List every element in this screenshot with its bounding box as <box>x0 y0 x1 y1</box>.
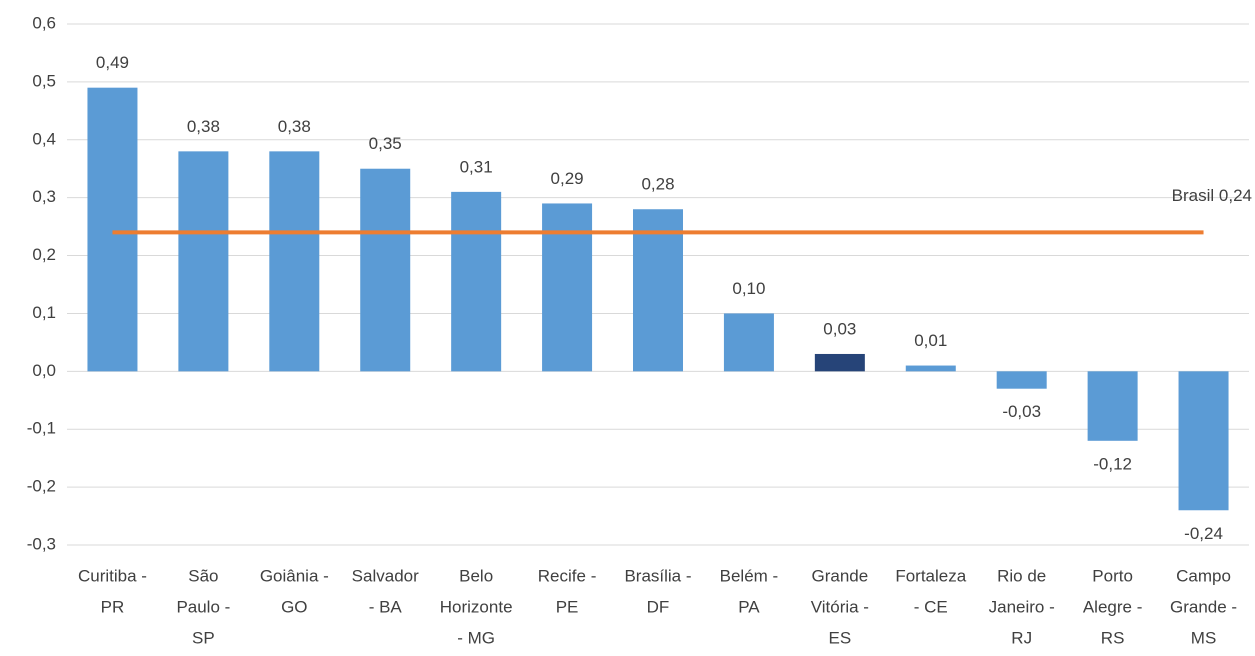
x-tick-label: Vitória - <box>811 597 869 616</box>
x-tick-label: DF <box>647 597 670 616</box>
x-tick-label: - MG <box>457 628 495 647</box>
x-tick-label: Belo <box>459 566 493 585</box>
y-tick-label: -0,3 <box>27 534 56 553</box>
value-label: 0,35 <box>369 134 402 153</box>
bar <box>996 371 1047 389</box>
x-tick-label: SP <box>192 628 215 647</box>
value-label: 0,29 <box>551 169 584 188</box>
x-tick-label: Goiânia - <box>260 566 329 585</box>
value-label: -0,03 <box>1002 402 1041 421</box>
x-tick-label: Campo <box>1176 566 1231 585</box>
y-tick-label: -0,2 <box>27 477 56 496</box>
bar <box>178 151 229 372</box>
x-tick-label: Grande <box>811 566 868 585</box>
y-tick-label: 0,1 <box>32 303 56 322</box>
x-tick-label: Rio de <box>997 566 1046 585</box>
value-label: 0,01 <box>914 331 947 350</box>
y-tick-label: 0,2 <box>32 245 56 264</box>
y-tick-label: 0,3 <box>32 187 56 206</box>
x-tick-label: Horizonte <box>440 597 513 616</box>
bar <box>542 203 593 372</box>
value-label: -0,12 <box>1093 454 1132 473</box>
x-tick-label: PA <box>738 597 760 616</box>
y-tick-label: 0,5 <box>32 71 56 90</box>
value-label: 0,28 <box>641 175 674 194</box>
bar <box>451 191 502 372</box>
x-tick-label: - CE <box>914 597 948 616</box>
value-label: 0,38 <box>278 117 311 136</box>
value-label: 0,31 <box>460 157 493 176</box>
y-tick-label: -0,1 <box>27 419 56 438</box>
bar <box>814 353 865 372</box>
value-label: 0,38 <box>187 117 220 136</box>
bar <box>269 151 320 372</box>
x-tick-label: Paulo - <box>176 597 230 616</box>
bar <box>87 87 138 372</box>
y-tick-label: 0,4 <box>32 129 56 148</box>
bar <box>723 313 774 372</box>
bar <box>1087 371 1138 441</box>
x-tick-label: PE <box>556 597 579 616</box>
value-label: 0,03 <box>823 319 856 338</box>
bar <box>905 365 956 372</box>
y-tick-label: 0,6 <box>32 13 56 32</box>
x-tick-label: PR <box>101 597 125 616</box>
value-label: -0,24 <box>1184 524 1223 543</box>
bar <box>360 168 411 372</box>
x-tick-label: Alegre - <box>1083 597 1143 616</box>
x-tick-label: Janeiro - <box>989 597 1055 616</box>
value-label: 0,10 <box>732 279 765 298</box>
value-label: 0,49 <box>96 53 129 72</box>
x-tick-label: Curitiba - <box>78 566 147 585</box>
x-tick-label: Brasília - <box>624 566 691 585</box>
x-tick-label: GO <box>281 597 307 616</box>
x-tick-label: Fortaleza <box>895 566 966 585</box>
x-tick-label: Grande - <box>1170 597 1237 616</box>
x-tick-label: Belém - <box>720 566 779 585</box>
reference-label: Brasil 0,24 <box>1172 186 1252 205</box>
bar <box>633 209 683 372</box>
x-tick-label: Porto <box>1092 566 1133 585</box>
y-tick-label: 0,0 <box>32 361 56 380</box>
x-tick-label: São <box>188 566 218 585</box>
x-tick-label: - BA <box>369 597 403 616</box>
x-tick-label: Recife - <box>538 566 597 585</box>
x-tick-label: Salvador <box>352 566 419 585</box>
x-tick-label: MS <box>1191 628 1217 647</box>
x-tick-label: ES <box>829 628 852 647</box>
bar <box>1178 371 1229 511</box>
x-tick-label: RJ <box>1011 628 1032 647</box>
x-tick-label: RS <box>1101 628 1125 647</box>
